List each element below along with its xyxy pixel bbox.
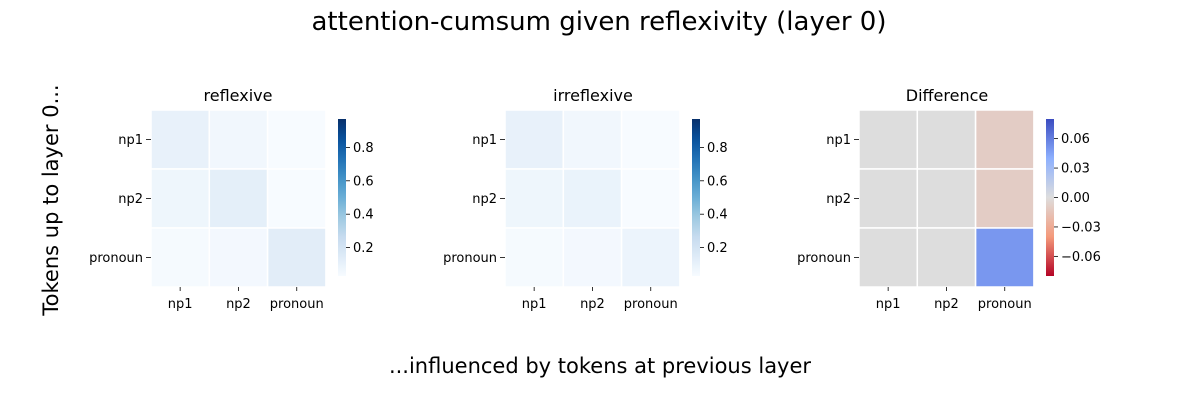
panel-title: reflexive — [204, 86, 273, 105]
heatmap-cell — [916, 109, 977, 170]
colorbar-tick-label: 0.03 — [1061, 162, 1090, 177]
colorbar-tick-label: 0.00 — [1061, 191, 1090, 206]
heatmap-cell — [504, 227, 565, 288]
heatmap-panel-difference: Difference np1 np2 pronoun np1 np2 pronoun 0… — [797, 86, 1101, 312]
heatmap-cell — [974, 109, 1035, 170]
figure-title: attention-cumsum given reflexivity (laye… — [312, 7, 887, 37]
colorbar-tick-label: 0.4 — [353, 208, 374, 223]
colorbar: 0.2 0.4 0.6 0.8 — [338, 119, 374, 276]
colorbar: 0.2 0.4 0.6 0.8 — [692, 119, 728, 276]
heatmap-cell — [208, 168, 269, 229]
x-tick-label: np1 — [168, 297, 193, 312]
heatmap-cell — [504, 168, 565, 229]
heatmap-cell — [208, 109, 269, 170]
y-tick-label: np2 — [472, 192, 497, 207]
figure-y-label: Tokens up to layer 0... — [39, 84, 63, 316]
heatmap-cells — [504, 109, 681, 288]
heatmap-cell — [504, 109, 565, 170]
x-tick-label: np2 — [934, 297, 959, 312]
colorbar-tick-label: −0.06 — [1061, 250, 1101, 265]
heatmap-cell — [266, 227, 327, 288]
heatmap-cell — [562, 109, 623, 170]
heatmap-cell — [620, 109, 681, 170]
heatmap-cell — [858, 227, 919, 288]
heatmap-cell — [858, 168, 919, 229]
x-ticks: np1 np2 pronoun — [168, 287, 324, 312]
heatmap-panel-reflexive: reflexive np1 np2 pronoun np1 np2 pronoun 0.… — [89, 86, 374, 312]
y-tick-label: np1 — [118, 133, 143, 148]
x-tick-label: pronoun — [270, 297, 324, 312]
colorbar: 0.06 0.03 0.00 −0.03 −0.06 — [1046, 119, 1101, 276]
heatmap-cell — [150, 227, 211, 288]
heatmap-cell — [974, 227, 1035, 288]
heatmap-cell — [620, 227, 681, 288]
panel-title: irreflexive — [553, 86, 633, 105]
x-tick-label: np1 — [876, 297, 901, 312]
x-ticks: np1 np2 pronoun — [522, 287, 678, 312]
y-ticks: np1 np2 pronoun — [443, 133, 505, 266]
colorbar-tick-label: 0.6 — [707, 174, 728, 189]
colorbar-tick-label: 0.6 — [353, 174, 374, 189]
heatmap-cells — [150, 109, 327, 288]
heatmap-cell — [150, 109, 211, 170]
heatmap-panel-irreflexive: irreflexive np1 np2 pronoun np1np2pronoun … — [443, 86, 728, 312]
y-tick-label: pronoun — [89, 251, 143, 266]
colorbar-tick-label: 0.2 — [707, 241, 728, 256]
colorbar-tick-label: 0.4 — [707, 208, 728, 223]
x-tick-label: pronoun — [978, 297, 1032, 312]
colorbar-scale — [692, 119, 700, 276]
heatmap-cell — [266, 168, 327, 229]
y-tick-label: np2 — [826, 192, 851, 207]
heatmap-cell — [974, 168, 1035, 229]
colorbar-tick-label: 0.8 — [707, 141, 728, 156]
y-tick-label: pronoun — [797, 251, 851, 266]
colorbar-tick-label: 0.06 — [1061, 132, 1090, 147]
heatmap-cell — [562, 168, 623, 229]
colorbar-tick-label: 0.8 — [353, 141, 374, 156]
colorbar-tick-label: 0.2 — [353, 241, 374, 256]
y-tick-label: np2 — [118, 192, 143, 207]
panel-title: Difference — [906, 86, 988, 105]
x-tick-label: np2 — [226, 297, 251, 312]
y-ticks: np1 np2 pronoun — [89, 133, 151, 266]
y-ticks: np1 np2 pronoun — [797, 133, 859, 266]
colorbar-scale — [1046, 119, 1054, 276]
heatmap-cell — [620, 168, 681, 229]
colorbar-scale — [338, 119, 346, 276]
heatmap-cell — [562, 227, 623, 288]
heatmap-cell — [266, 109, 327, 170]
figure-x-label: ...influenced by tokens at previous laye… — [389, 354, 811, 378]
heatmap-cell — [208, 227, 269, 288]
x-tick-label: pronoun — [624, 297, 678, 312]
colorbar-tick-label: −0.03 — [1061, 220, 1101, 235]
x-tick-label: np2 — [580, 297, 605, 312]
heatmap-cell — [858, 109, 919, 170]
heatmap-cell — [916, 168, 977, 229]
x-tick-label: np1 — [522, 297, 547, 312]
heatmap-cell — [916, 227, 977, 288]
y-tick-label: np1 — [826, 133, 851, 148]
heatmap-cells — [858, 109, 1035, 288]
y-tick-label: np1 — [472, 133, 497, 148]
y-tick-label: pronoun — [443, 251, 497, 266]
heatmap-cell — [150, 168, 211, 229]
x-ticks: np1 np2 pronoun — [876, 287, 1032, 312]
